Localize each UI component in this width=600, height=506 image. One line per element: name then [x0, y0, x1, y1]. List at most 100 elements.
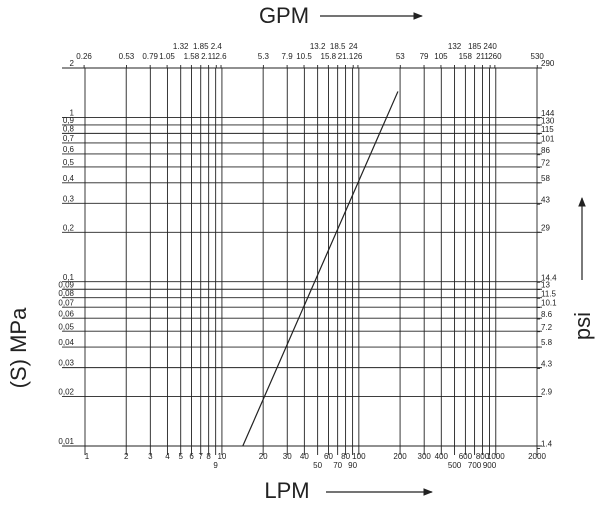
- y2-tick-label: 7.2: [541, 323, 553, 332]
- y2-tick-label: 130: [541, 116, 555, 125]
- x2-tick-label: 15.8: [321, 52, 337, 61]
- y-tick-label: 0,8: [63, 124, 75, 133]
- y2-tick-label: 14.4: [541, 273, 557, 282]
- x-tick-label: 5: [178, 452, 183, 461]
- y2-tick-label: 13: [541, 281, 550, 290]
- x2-axis-title: GPM: [259, 3, 309, 28]
- x-tick-label: 80: [341, 452, 350, 461]
- y-tick-label: 2: [70, 59, 75, 68]
- x2-tick-label: 2.6: [215, 52, 227, 61]
- y2-tick-label: 290: [541, 59, 555, 68]
- y-tick-label: 0,2: [63, 223, 75, 232]
- x2-tick-label: 13.2: [310, 42, 326, 51]
- x2-tick-label: 158: [459, 52, 473, 61]
- y-tick-label: 0,4: [63, 174, 75, 183]
- x-tick-label: 20: [259, 452, 268, 461]
- x-tick-label: 800: [476, 452, 490, 461]
- y2-tick-label: 29: [541, 223, 550, 232]
- x-tick-label: 1: [85, 452, 90, 461]
- x2-tick-label: 10.5: [296, 52, 312, 61]
- y2-tick-label: 101: [541, 134, 555, 143]
- x2-tick-label: 1.32: [173, 42, 189, 51]
- x2-tick-label: 5.3: [258, 52, 270, 61]
- x2-tick-label: 79: [420, 52, 429, 61]
- x-tick-label: 30: [283, 452, 292, 461]
- x-tick-label: 4: [165, 452, 170, 461]
- y2-tick-label: 4.3: [541, 360, 553, 369]
- y-tick-label: 0,9: [63, 116, 75, 125]
- x2-tick-label: 21.1: [338, 52, 354, 61]
- x-tick-label: 1000: [487, 452, 505, 461]
- y2-tick-label: 144: [541, 109, 555, 118]
- x-tick-label: 700: [468, 461, 482, 470]
- x-tick-label: 300: [418, 452, 432, 461]
- y2-tick-label: 86: [541, 146, 550, 155]
- y2-tick-label: 1.4: [541, 440, 553, 449]
- y2-tick-label: 115: [541, 125, 554, 134]
- x-tick-label: 50: [313, 461, 322, 470]
- x2-tick-label: 7.9: [282, 52, 294, 61]
- x-tick-label: 6: [189, 452, 194, 461]
- y2-tick-label: 5.8: [541, 338, 553, 347]
- data-line: [242, 91, 399, 447]
- x2-tick-label: 0.79: [142, 52, 158, 61]
- y2-tick-label: 58: [541, 174, 550, 183]
- y2-tick-label: 11.5: [541, 289, 557, 298]
- x2-tick-label: 53: [396, 52, 405, 61]
- x-tick-label: 3: [148, 452, 153, 461]
- y-tick-label: 0,09: [58, 280, 74, 289]
- y-tick-label: 0,01: [58, 437, 74, 446]
- y-tick-label: 0,08: [58, 289, 74, 298]
- x2-tick-label: 2.4: [211, 42, 223, 51]
- y-tick-label: 0,02: [58, 388, 74, 397]
- y-axis-title: (S) MPa: [6, 307, 31, 388]
- x2-tick-label: 18.5: [330, 42, 346, 51]
- y-tick-label: 0,07: [58, 298, 74, 307]
- x2-tick-label: 1.05: [159, 52, 175, 61]
- x2-tick-label: 240: [483, 42, 497, 51]
- x-tick-label: 400: [435, 452, 449, 461]
- x2-tick-label: 530: [531, 52, 545, 61]
- x-tick-label: 900: [483, 461, 497, 470]
- y-tick-label: 0,1: [63, 273, 75, 282]
- x-tick-label: 100: [352, 452, 366, 461]
- y-tick-label: 0,03: [58, 359, 74, 368]
- x-tick-label: 10: [217, 452, 226, 461]
- y-tick-label: 0,04: [58, 338, 74, 347]
- x-tick-label: 60: [324, 452, 333, 461]
- x-tick-label: 600: [459, 452, 473, 461]
- y2-tick-label: 8.6: [541, 310, 553, 319]
- x2-tick-label: 185: [468, 42, 482, 51]
- y-tick-label: 0,6: [63, 145, 75, 154]
- y-tick-label: 1: [70, 109, 75, 118]
- x2-tick-label: 1.58: [184, 52, 200, 61]
- y-tick-label: 0,5: [63, 158, 75, 167]
- y2-tick-label: 2.9: [541, 388, 553, 397]
- x-tick-label: 90: [348, 461, 357, 470]
- x2-tick-label: 132: [448, 42, 462, 51]
- y-tick-label: 0,06: [58, 309, 74, 318]
- x-tick-label: 70: [333, 461, 342, 470]
- x-tick-label: 8: [206, 452, 211, 461]
- y-tick-label: 0,05: [58, 322, 74, 331]
- x2-tick-label: 0.26: [76, 52, 92, 61]
- x2-tick-label: 26: [353, 52, 362, 61]
- x-tick-label: 9: [213, 461, 218, 470]
- y2-axis-title: psi: [570, 312, 595, 340]
- x2-tick-label: 24: [349, 42, 358, 51]
- x2-tick-label: 260: [488, 52, 502, 61]
- x-tick-label: 40: [300, 452, 309, 461]
- y2-tick-label: 72: [541, 159, 550, 168]
- x-axis-title: LPM: [264, 478, 309, 503]
- x2-tick-label: 0.53: [119, 52, 135, 61]
- y2-tick-label: 43: [541, 195, 550, 204]
- x-tick-label: 7: [198, 452, 203, 461]
- x2-tick-label: 105: [434, 52, 448, 61]
- x-tick-label: 2000: [528, 452, 546, 461]
- x2-tick-label: 1.85: [193, 42, 209, 51]
- y-tick-label: 0,3: [63, 194, 75, 203]
- x-tick-label: 500: [448, 461, 462, 470]
- y2-tick-label: 10.1: [541, 299, 557, 308]
- x2-tick-label: 211: [476, 52, 489, 61]
